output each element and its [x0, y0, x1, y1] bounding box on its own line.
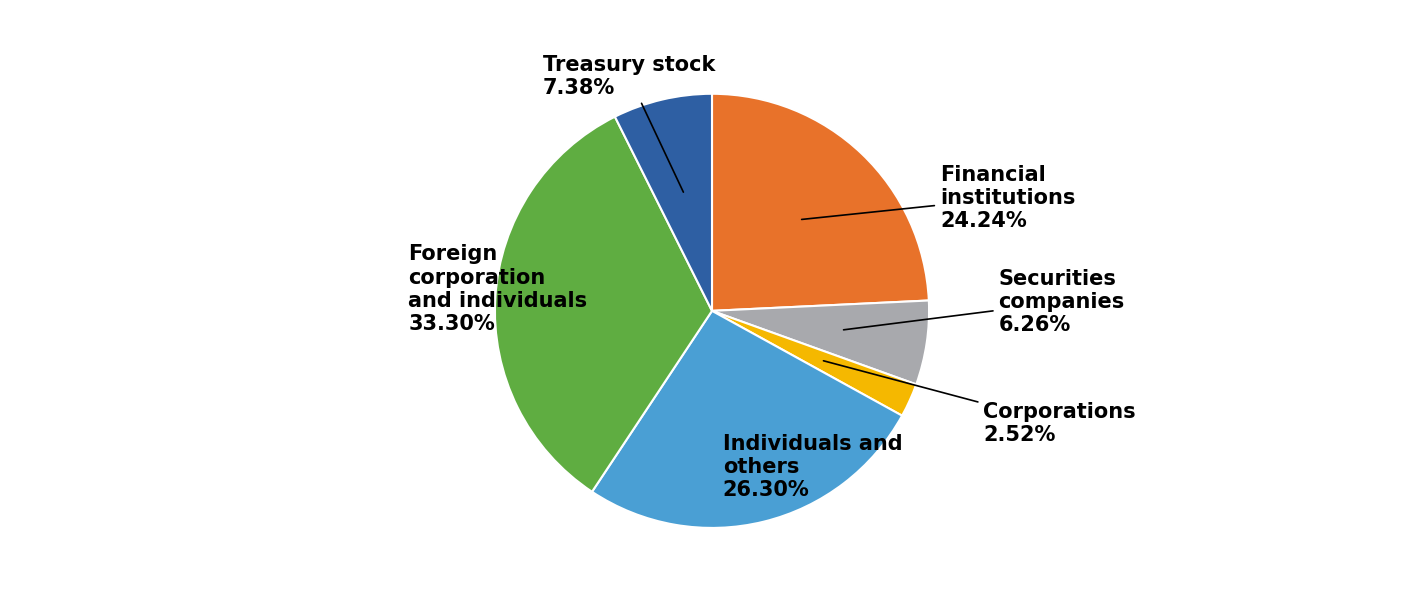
Text: Securities
companies
6.26%: Securities companies 6.26%	[843, 269, 1125, 335]
Wedge shape	[712, 311, 916, 416]
Text: Foreign
corporation
and individuals
33.30%: Foreign corporation and individuals 33.3…	[409, 244, 587, 334]
Text: Individuals and
others
26.30%: Individuals and others 26.30%	[723, 434, 903, 500]
Wedge shape	[712, 94, 928, 311]
Wedge shape	[592, 311, 901, 528]
Wedge shape	[496, 116, 712, 492]
Wedge shape	[615, 94, 712, 311]
Text: Treasury stock
7.38%: Treasury stock 7.38%	[543, 55, 715, 192]
Wedge shape	[712, 301, 928, 385]
Text: Corporations
2.52%: Corporations 2.52%	[823, 361, 1136, 445]
Text: Financial
institutions
24.24%: Financial institutions 24.24%	[802, 165, 1075, 231]
